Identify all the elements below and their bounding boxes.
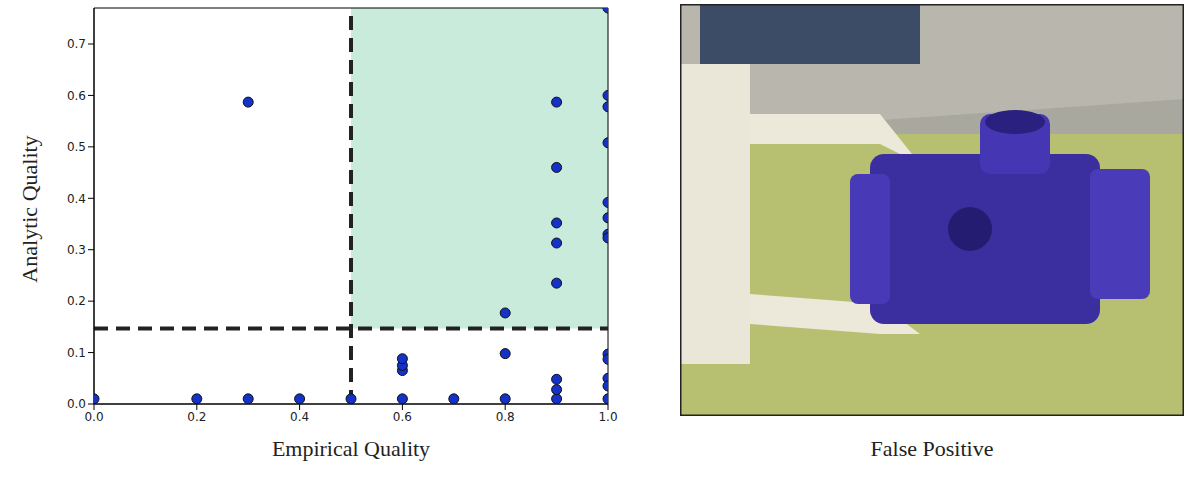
svg-text:0.6: 0.6 <box>393 410 412 424</box>
html-text:False Positive: False Positive <box>870 436 994 461</box>
html-text:Analytic Quality: Analytic Quality <box>17 135 42 283</box>
svg-text:0.7: 0.7 <box>67 37 86 51</box>
svg-text:1.0: 1.0 <box>598 410 617 424</box>
svg-text:0.5: 0.5 <box>67 140 86 154</box>
svg-text:0.8: 0.8 <box>496 410 515 424</box>
svg-text:0.4: 0.4 <box>67 192 86 206</box>
html-text:Empirical Quality: Empirical Quality <box>271 436 431 461</box>
svg-text:0.2: 0.2 <box>187 410 206 424</box>
svg-text:0.0: 0.0 <box>67 397 86 411</box>
svg-text:0.2: 0.2 <box>67 294 86 308</box>
svg-text:0.0: 0.0 <box>84 410 103 424</box>
svg-text:0.1: 0.1 <box>67 346 86 360</box>
svg-text:0.4: 0.4 <box>290 410 309 424</box>
svg-text:0.3: 0.3 <box>67 243 86 257</box>
svg-text:0.6: 0.6 <box>67 89 86 103</box>
